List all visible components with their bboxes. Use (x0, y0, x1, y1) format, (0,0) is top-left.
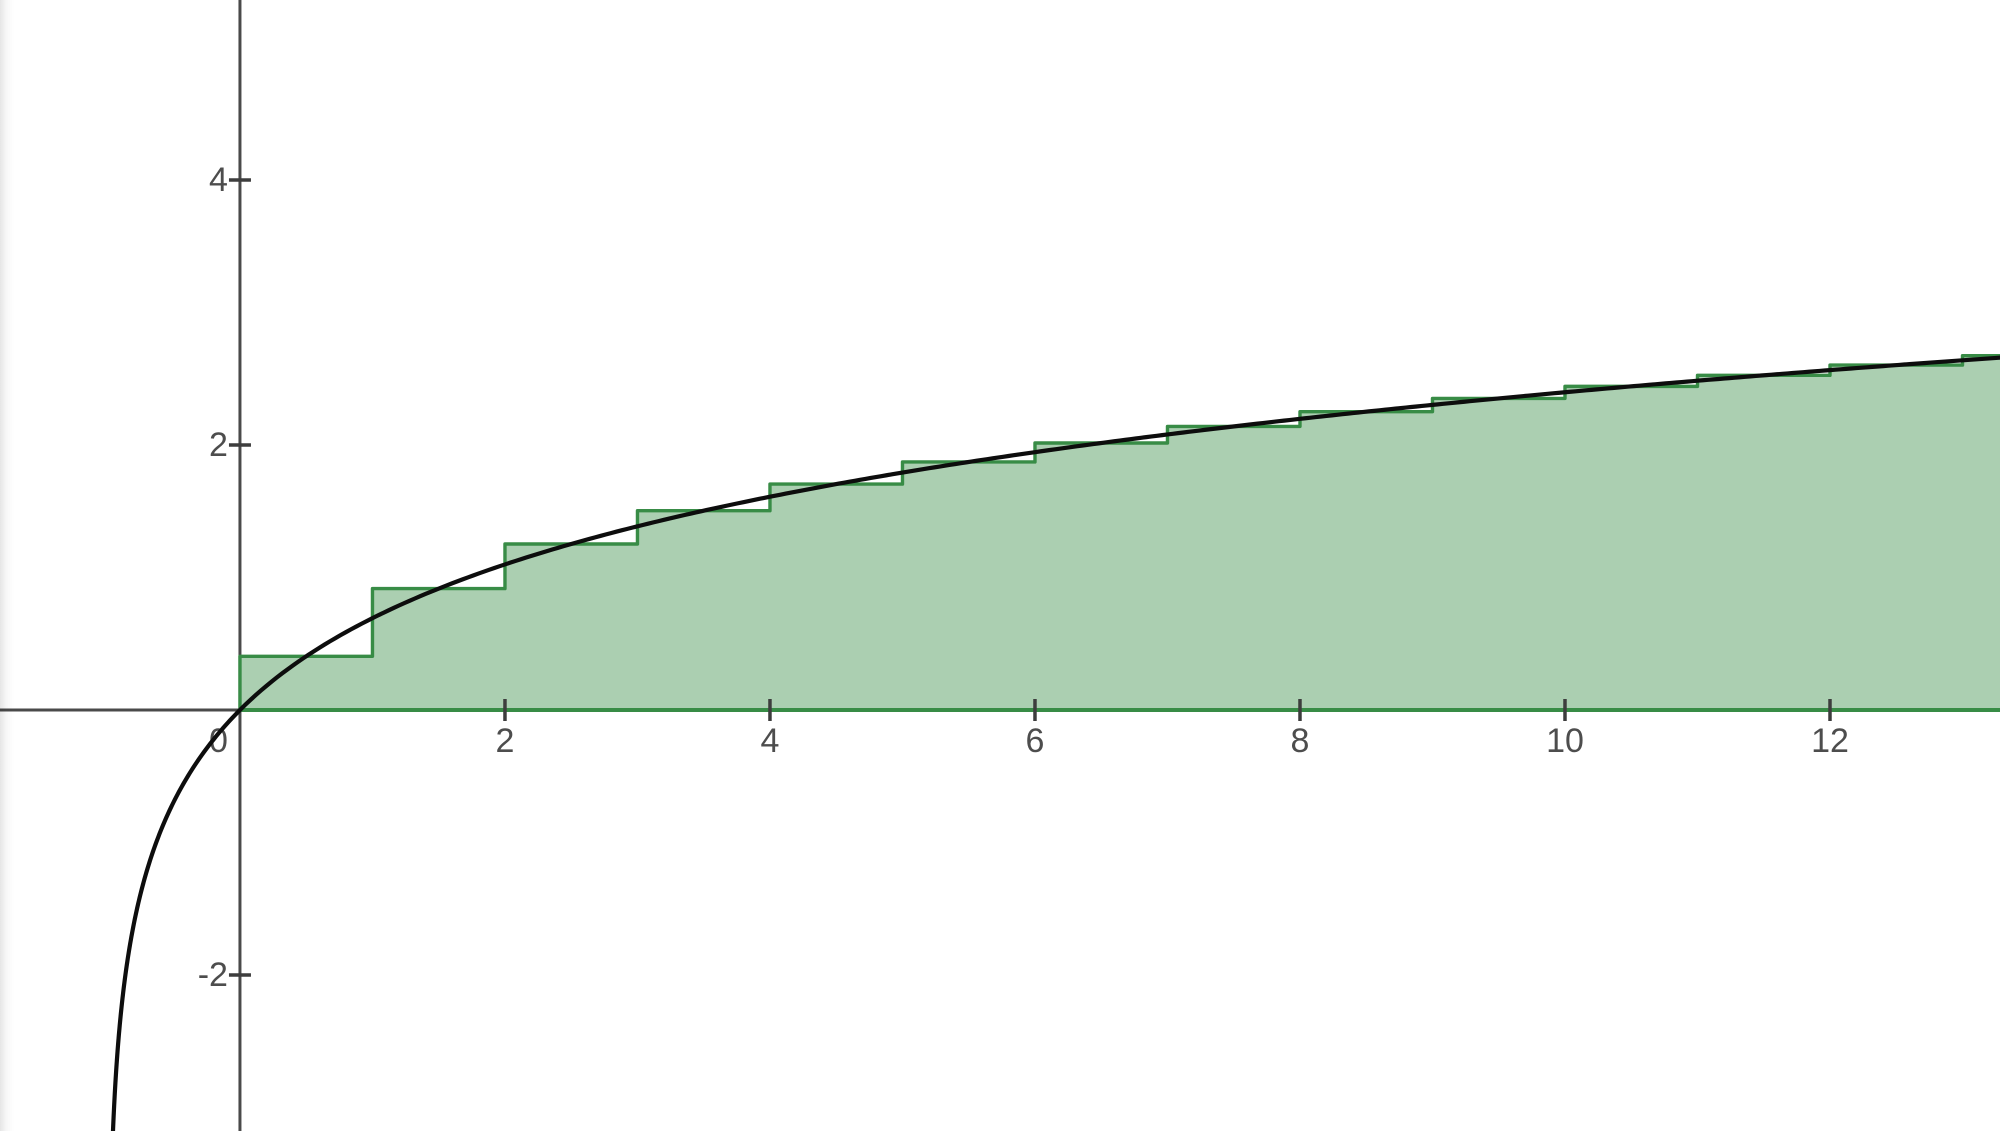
y-axis-tick-label: 2 (209, 426, 228, 464)
x-axis-tick-label: 6 (1026, 722, 1045, 760)
y-axis-tick-label: 4 (209, 161, 228, 199)
x-axis-tick-label: 8 (1291, 722, 1310, 760)
x-axis-tick-label: 12 (1811, 722, 1849, 760)
function-curve[interactable] (110, 355, 2000, 1131)
origin-label: 0 (209, 722, 228, 760)
y-axis-tick-label: -2 (198, 956, 228, 994)
riemann-fill-region[interactable] (239, 355, 2000, 711)
x-axis-tick-label: 10 (1546, 722, 1584, 760)
x-axis-tick-label: 4 (761, 722, 780, 760)
x-axis-tick-label: 2 (496, 722, 515, 760)
